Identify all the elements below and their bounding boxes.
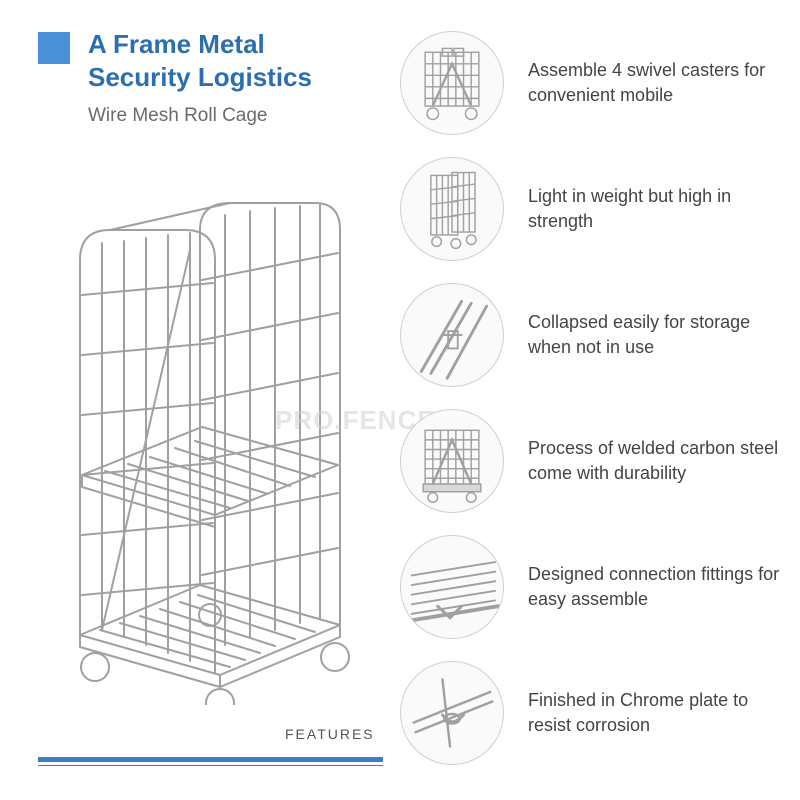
feature-icon-casters bbox=[400, 31, 504, 135]
feature-row: Assemble 4 swivel casters for convenient… bbox=[400, 20, 785, 146]
feature-icon-collapse bbox=[400, 283, 504, 387]
feature-text: Process of welded carbon steel come with… bbox=[528, 436, 785, 486]
feature-row: Designed connection fittings for easy as… bbox=[400, 524, 785, 650]
feature-icon-light-strong bbox=[400, 157, 504, 261]
feature-text: Finished in Chrome plate to resist corro… bbox=[528, 688, 785, 738]
feature-text: Assemble 4 swivel casters for convenient… bbox=[528, 58, 785, 108]
features-underline bbox=[38, 757, 383, 766]
feature-row: Light in weight but high in strength bbox=[400, 146, 785, 272]
feature-text: Designed connection fittings for easy as… bbox=[528, 562, 785, 612]
feature-icon-welded-steel bbox=[400, 409, 504, 513]
title-line2: Security Logistics bbox=[88, 61, 312, 94]
title-line1: A Frame Metal bbox=[88, 28, 312, 61]
feature-row: Process of welded carbon steel come with… bbox=[400, 398, 785, 524]
feature-icon-chrome-finish bbox=[400, 661, 504, 765]
features-column: Assemble 4 swivel casters for convenient… bbox=[400, 20, 785, 776]
main-product-illustration bbox=[20, 175, 380, 705]
header-text: A Frame Metal Security Logistics Wire Me… bbox=[88, 28, 312, 127]
header: A Frame Metal Security Logistics Wire Me… bbox=[38, 28, 312, 127]
features-label: FEATURES bbox=[285, 726, 375, 742]
feature-icon-connection-fittings bbox=[400, 535, 504, 639]
feature-row: Finished in Chrome plate to resist corro… bbox=[400, 650, 785, 776]
feature-text: Light in weight but high in strength bbox=[528, 184, 785, 234]
feature-row: Collapsed easily for storage when not in… bbox=[400, 272, 785, 398]
feature-text: Collapsed easily for storage when not in… bbox=[528, 310, 785, 360]
accent-square-icon bbox=[38, 32, 70, 64]
subtitle: Wire Mesh Roll Cage bbox=[88, 105, 312, 127]
